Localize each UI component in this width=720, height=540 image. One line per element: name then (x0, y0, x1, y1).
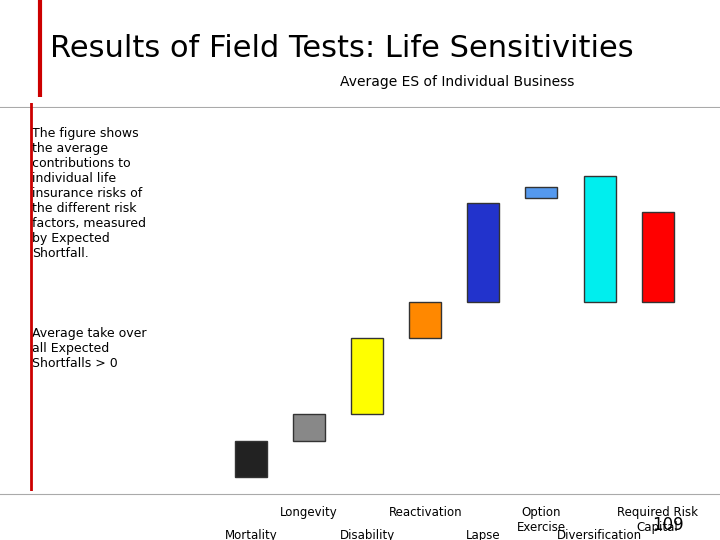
Text: Mortality: Mortality (225, 529, 277, 540)
Text: Diversification: Diversification (557, 529, 642, 540)
FancyBboxPatch shape (351, 338, 383, 414)
FancyBboxPatch shape (642, 212, 674, 301)
FancyBboxPatch shape (526, 187, 557, 198)
Text: Results of Field Tests: Life Sensitivities: Results of Field Tests: Life Sensitiviti… (50, 34, 634, 63)
Text: Reactivation: Reactivation (388, 507, 462, 519)
FancyBboxPatch shape (409, 301, 441, 338)
Text: 109: 109 (652, 516, 684, 535)
Text: Average take over
all Expected
Shortfalls > 0: Average take over all Expected Shortfall… (32, 327, 147, 370)
Text: Longevity: Longevity (280, 507, 338, 519)
Text: The figure shows
the average
contributions to
individual life
insurance risks of: The figure shows the average contributio… (32, 127, 146, 260)
FancyBboxPatch shape (584, 176, 616, 301)
FancyBboxPatch shape (467, 202, 500, 301)
Text: Option
Exercise: Option Exercise (517, 507, 566, 534)
FancyBboxPatch shape (235, 441, 267, 477)
Text: Lapse: Lapse (466, 529, 500, 540)
Text: Required Risk
Capital: Required Risk Capital (617, 507, 698, 534)
FancyBboxPatch shape (293, 414, 325, 441)
Text: Disability: Disability (340, 529, 395, 540)
Text: Average ES of Individual Business: Average ES of Individual Business (340, 75, 575, 89)
